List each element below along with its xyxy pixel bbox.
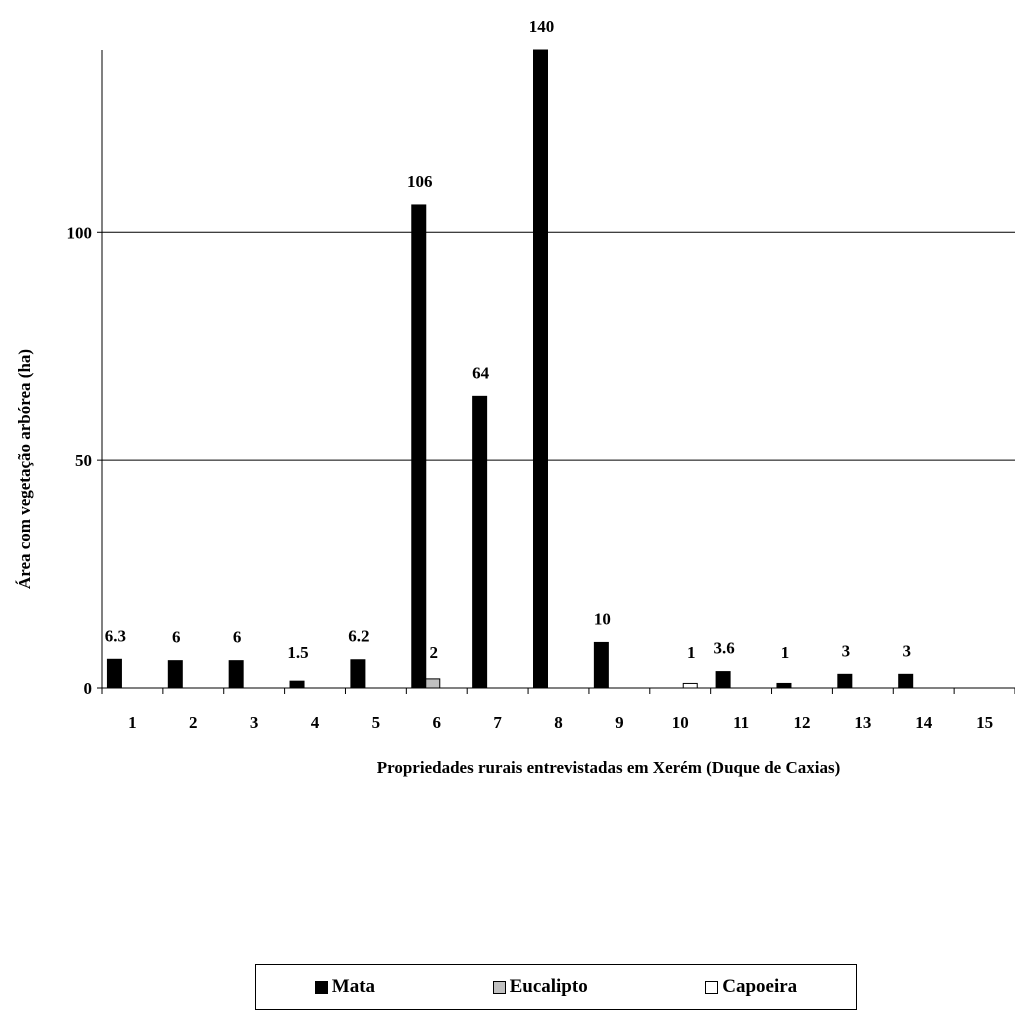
legend-swatch bbox=[492, 980, 506, 994]
x-tick-label: 11 bbox=[733, 713, 749, 732]
bar-mata-11 bbox=[715, 671, 731, 689]
legend: Mata Eucalipto Capoeira bbox=[255, 964, 857, 1010]
bar-mata-12 bbox=[776, 682, 792, 689]
x-axis-title: Propriedades rurais entrevistadas em Xer… bbox=[377, 758, 841, 777]
bar-mata-13 bbox=[837, 673, 853, 689]
bar-eucalipto-6 bbox=[425, 678, 441, 689]
bar-mata-2 bbox=[167, 660, 183, 689]
bar-mata-4 bbox=[289, 680, 305, 689]
bar-mata-7 bbox=[472, 395, 488, 689]
data-label-mata: 106 bbox=[407, 172, 433, 191]
bar-mata-3 bbox=[228, 660, 244, 689]
x-tick-label: 15 bbox=[976, 713, 993, 732]
data-label-mata: 1.5 bbox=[287, 643, 308, 662]
legend-item-capoeira: Capoeira bbox=[705, 976, 797, 998]
y-axis-title: Área com vegetação arbórea (ha) bbox=[15, 349, 34, 589]
data-label-mata: 10 bbox=[594, 609, 611, 628]
data-label-mata: 3 bbox=[902, 641, 911, 660]
legend-item-mata: Mata bbox=[314, 976, 376, 998]
bar-capoeira-10 bbox=[682, 682, 698, 689]
data-label-mata: 6 bbox=[172, 628, 181, 647]
x-tick-label: 8 bbox=[554, 713, 563, 732]
x-tick-label: 6 bbox=[433, 713, 442, 732]
bar-mata-14 bbox=[898, 673, 914, 689]
legend-label: Eucalipto bbox=[509, 976, 588, 997]
data-label-mata: 3.6 bbox=[713, 639, 734, 658]
legend-swatch bbox=[705, 980, 719, 994]
x-tick-label: 2 bbox=[189, 713, 198, 732]
x-tick-label: 7 bbox=[493, 713, 502, 732]
data-label-mata: 1 bbox=[781, 643, 790, 662]
data-label-mata: 3 bbox=[842, 641, 851, 660]
x-tick-label: 5 bbox=[372, 713, 381, 732]
y-tick-label: 0 bbox=[84, 679, 93, 698]
x-tick-label: 13 bbox=[854, 713, 871, 732]
data-label-mata: 6 bbox=[233, 628, 242, 647]
bar-mata-8 bbox=[533, 49, 548, 689]
legend-item-eucalipto: Eucalipto bbox=[492, 976, 588, 998]
y-tick-label: 100 bbox=[67, 223, 93, 242]
data-label-capoeira: 1 bbox=[687, 643, 696, 662]
x-tick-label: 12 bbox=[793, 713, 810, 732]
bar-mata-9 bbox=[593, 641, 609, 689]
x-tick-label: 3 bbox=[250, 713, 259, 732]
legend-swatch bbox=[314, 980, 328, 994]
data-label-eucalipto: 2 bbox=[430, 643, 439, 662]
data-label-mata: 6.3 bbox=[105, 626, 126, 645]
data-label-mata: 64 bbox=[472, 363, 490, 382]
y-tick-label: 50 bbox=[75, 451, 92, 470]
legend-label: Mata bbox=[331, 976, 376, 997]
x-tick-label: 4 bbox=[311, 713, 320, 732]
x-tick-label: 9 bbox=[615, 713, 624, 732]
data-label-mata: 140 bbox=[529, 17, 555, 36]
bar-mata-5 bbox=[350, 659, 366, 689]
x-tick-label: 1 bbox=[128, 713, 137, 732]
x-tick-label: 14 bbox=[915, 713, 933, 732]
bar-mata-6 bbox=[411, 204, 427, 689]
legend-label: Capoeira bbox=[722, 976, 798, 997]
data-label-mata: 6.2 bbox=[348, 627, 369, 646]
bar-mata-1 bbox=[106, 658, 122, 689]
x-tick-label: 10 bbox=[672, 713, 689, 732]
